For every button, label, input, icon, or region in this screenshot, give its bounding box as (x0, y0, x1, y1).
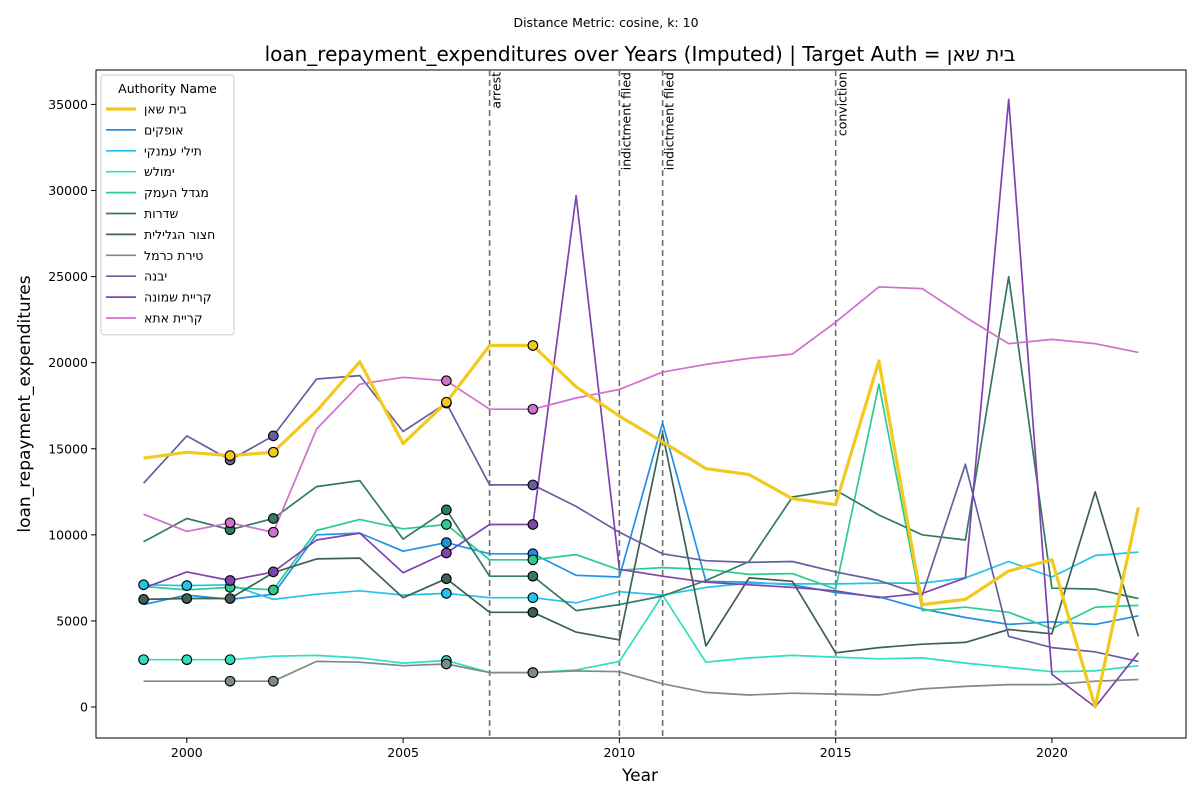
imputed-point (224, 654, 236, 666)
imputed-point (441, 375, 452, 387)
series-line (143, 432, 1140, 654)
imputed-point (267, 430, 279, 442)
series-line (143, 98, 1140, 708)
imputed-point (224, 675, 236, 687)
imputed-point (267, 566, 279, 578)
imputed-point (138, 594, 149, 605)
y-tick-label: 20000 (48, 355, 88, 370)
y-tick-label: 0 (80, 700, 88, 715)
legend-entry: תילי עמנקי (144, 143, 202, 158)
y-tick-label: 25000 (48, 269, 88, 284)
series-line (142, 374, 1139, 663)
legend-entry: אופקים (144, 122, 184, 137)
imputed-point (267, 675, 279, 687)
x-tick-label: 2010 (603, 745, 635, 760)
imputed-point (224, 517, 236, 529)
imputed-point (267, 446, 279, 458)
legend-entry: קריית שמונה (144, 290, 212, 305)
event-label: conviction (835, 72, 850, 136)
imputed-point (441, 573, 452, 585)
legend-entry: חצור הגלילית (144, 227, 215, 242)
imputed-point (527, 606, 539, 618)
imputed-point (527, 554, 539, 566)
x-tick-label: 2020 (1036, 745, 1068, 760)
imputed-point (138, 654, 149, 666)
y-tick-label: 30000 (48, 183, 88, 198)
legend-title: Authority Name (118, 81, 217, 96)
imputed-point (527, 570, 539, 582)
series-line (143, 343, 1140, 709)
imputed-point (224, 575, 236, 586)
x-tick-label: 2000 (171, 745, 203, 760)
y-tick-label: 5000 (56, 613, 88, 628)
imputed-point (441, 519, 452, 530)
imputed-point (181, 580, 193, 591)
imputed-point (267, 513, 279, 524)
chart-suptitle: Distance Metric: cosine, k: 10 (513, 15, 698, 30)
plot-frame (95, 69, 1187, 739)
event-label: indictment filed (618, 72, 633, 170)
series-line (143, 594, 1139, 674)
series-line (143, 383, 1139, 630)
imputed-point (224, 450, 236, 461)
imputed-point (181, 654, 193, 666)
imputed-point (138, 579, 149, 591)
series-line (143, 660, 1139, 696)
legend: Authority Name בית שאן אופקים תילי עמנקי ימו… (100, 74, 235, 336)
imputed-point (224, 593, 236, 604)
event-label: arrest (489, 72, 504, 109)
legend-entry: שדרות (144, 206, 179, 221)
imputed-point (267, 526, 279, 538)
imputed-point (441, 537, 452, 548)
imputed-point (441, 658, 452, 670)
y-tick-label: 10000 (48, 527, 88, 542)
legend-entry: ימולש (144, 164, 175, 179)
imputed-point (527, 340, 539, 351)
plot-area: 2000 2005 2010 2015 2020 0 5000 10000 15000 20000… (48, 69, 1187, 760)
series-line (143, 286, 1139, 534)
imputed-point (441, 396, 452, 408)
x-tick-label: 2015 (820, 745, 852, 760)
legend-entry: קריית אתא (144, 311, 203, 326)
imputed-point (527, 403, 539, 415)
y-tick-label: 15000 (48, 441, 88, 456)
y-axis-label: loan_repayment_expenditures (15, 275, 35, 532)
legend-entry: מגדל העמק (144, 185, 209, 200)
imputed-point (267, 584, 279, 596)
series-line (143, 551, 1139, 604)
event-label: indictment filed (662, 72, 677, 170)
imputed-point (441, 547, 452, 559)
legend-box (100, 74, 235, 336)
legend-entry: בית שאן (144, 102, 187, 117)
imputed-point (527, 667, 539, 678)
imputed-point (527, 519, 539, 530)
imputed-point (527, 592, 539, 604)
imputed-point (441, 588, 452, 599)
imputed-point (527, 479, 539, 491)
x-tick-label: 2005 (387, 745, 419, 760)
imputed-point (441, 504, 452, 516)
x-axis-label: Year (621, 766, 658, 786)
chart-title: loan_repayment_expenditures over Years (… (265, 42, 1016, 66)
imputed-point (181, 593, 193, 604)
y-tick-label: 35000 (48, 97, 88, 112)
legend-entry: יבנה (144, 269, 167, 284)
legend-entry: טירת כרמל (144, 248, 203, 263)
